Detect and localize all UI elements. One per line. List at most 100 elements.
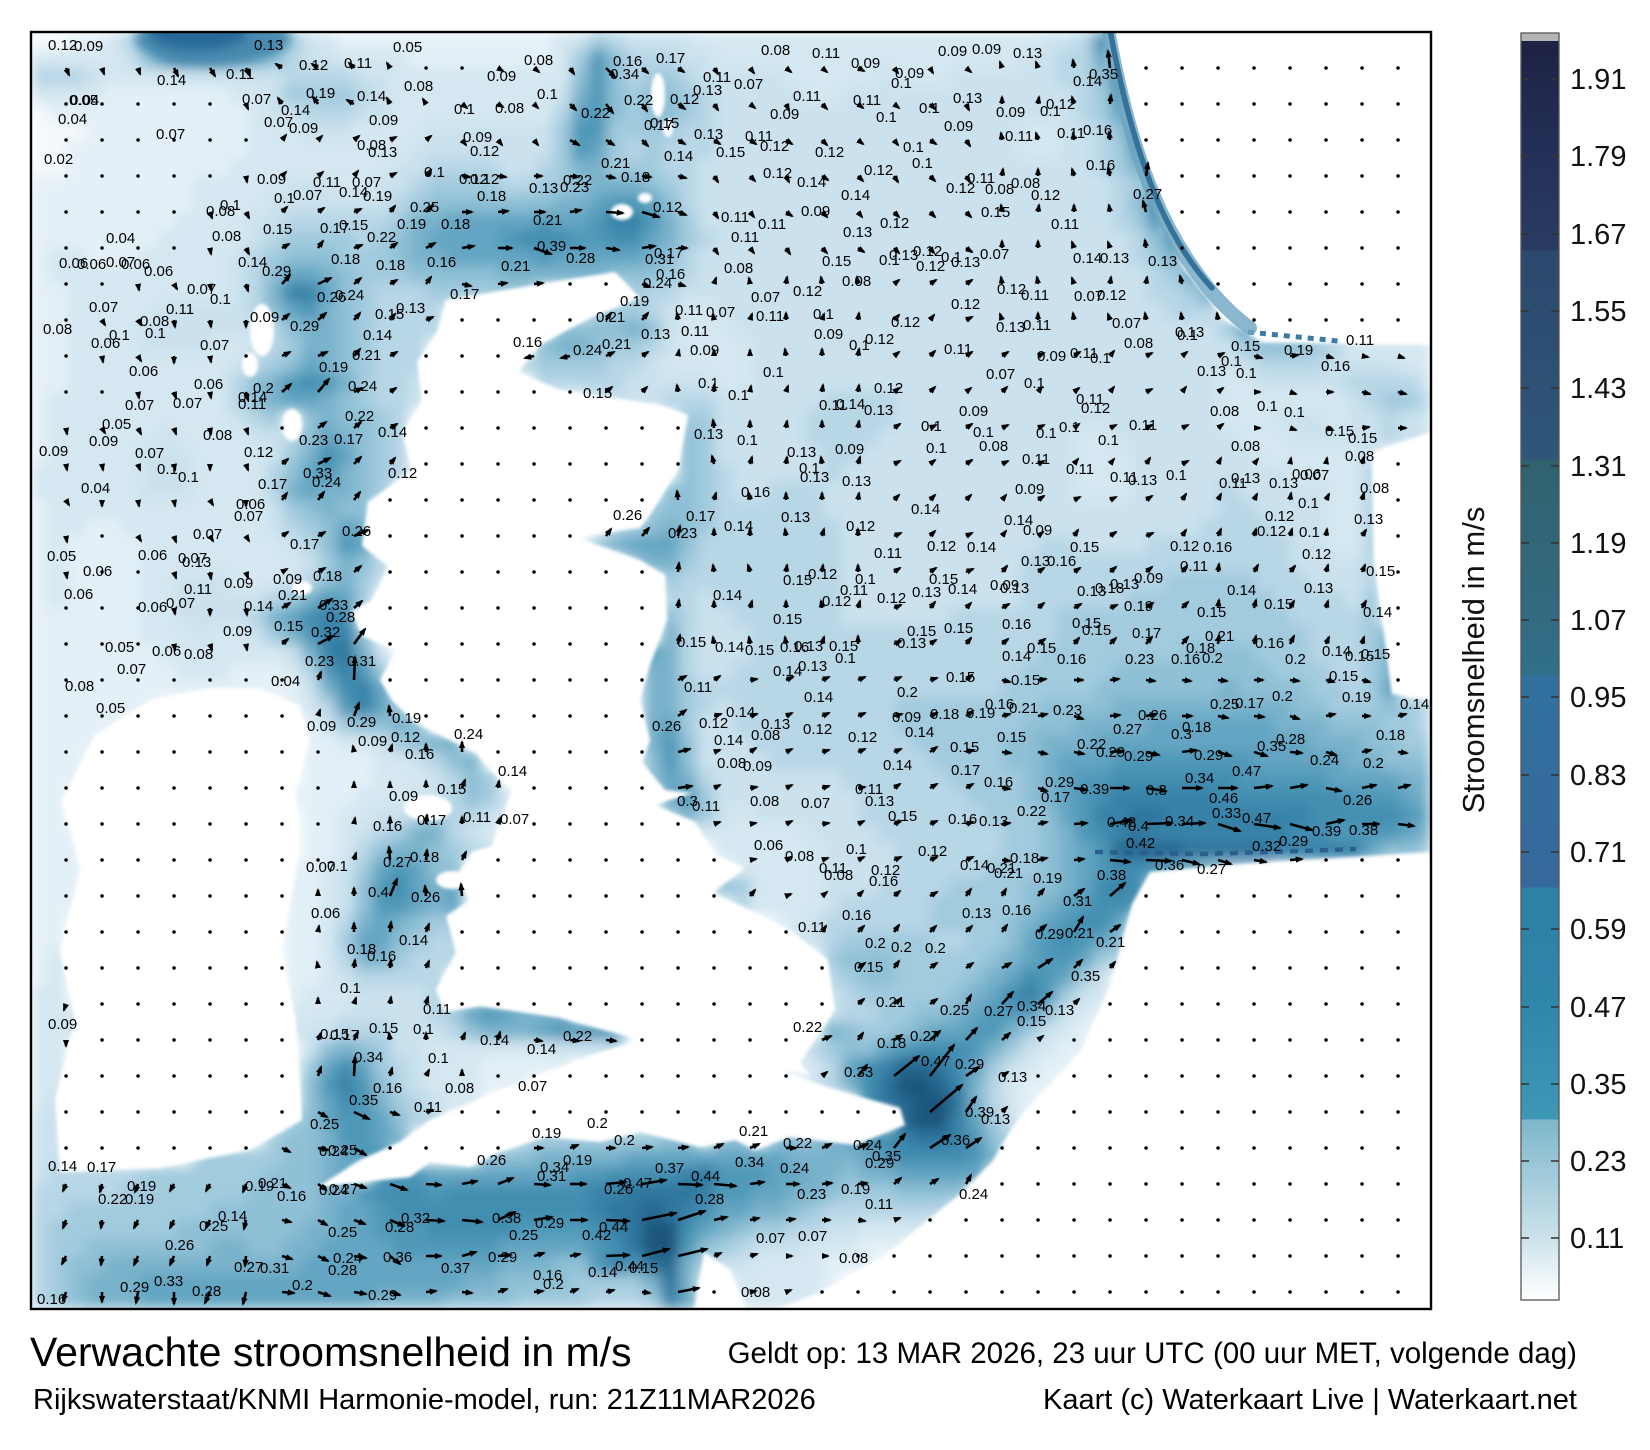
svg-text:0.18: 0.18 [441, 216, 470, 233]
svg-text:0.27: 0.27 [984, 1003, 1013, 1020]
svg-text:0.12: 0.12 [699, 715, 728, 732]
svg-text:0.16: 0.16 [277, 1188, 306, 1205]
svg-text:0.2: 0.2 [1272, 688, 1293, 705]
svg-text:0.11: 0.11 [819, 397, 847, 414]
svg-text:0.13: 0.13 [1128, 472, 1157, 489]
svg-text:0.08: 0.08 [445, 1080, 474, 1097]
svg-text:0.17: 0.17 [334, 431, 363, 448]
svg-text:0.1: 0.1 [846, 841, 867, 858]
svg-text:0.11: 0.11 [1051, 216, 1079, 233]
svg-text:0.07: 0.07 [89, 299, 118, 316]
svg-text:0.15: 0.15 [907, 623, 936, 640]
svg-text:0.3: 0.3 [1146, 782, 1167, 799]
svg-text:0.34: 0.34 [735, 1154, 764, 1171]
svg-text:0.09: 0.09 [938, 43, 967, 60]
svg-text:0.19: 0.19 [1033, 870, 1062, 887]
svg-text:0.13: 0.13 [1148, 253, 1177, 270]
svg-text:0.32: 0.32 [401, 1210, 430, 1227]
svg-text:0.11: 0.11 [853, 92, 881, 109]
svg-text:0.22: 0.22 [624, 92, 653, 109]
svg-text:0.07: 0.07 [173, 395, 202, 412]
svg-text:0.13: 0.13 [998, 1069, 1027, 1086]
svg-text:0.09: 0.09 [851, 55, 880, 72]
svg-text:0.18: 0.18 [930, 706, 959, 723]
svg-text:0.4: 0.4 [1128, 818, 1149, 835]
svg-text:0.33: 0.33 [844, 1064, 873, 1081]
svg-text:0.08: 0.08 [750, 793, 779, 810]
svg-text:0.18: 0.18 [1095, 580, 1124, 597]
svg-text:0.15: 0.15 [950, 739, 979, 756]
svg-text:0.15: 0.15 [745, 642, 774, 659]
svg-text:0.1: 0.1 [919, 100, 940, 117]
svg-text:0.26: 0.26 [1138, 707, 1167, 724]
svg-text:0.11: 0.11 [1076, 391, 1104, 408]
svg-text:0.1: 0.1 [1024, 375, 1045, 392]
svg-text:0.24: 0.24 [335, 287, 364, 304]
svg-text:0.07: 0.07 [798, 1228, 827, 1245]
svg-text:0.12: 0.12 [48, 37, 77, 54]
svg-text:0.17: 0.17 [644, 117, 673, 134]
svg-text:1.31: 1.31 [1570, 451, 1626, 483]
svg-text:0.12: 0.12 [470, 171, 499, 188]
svg-text:0.14: 0.14 [480, 1032, 509, 1049]
svg-text:0.32: 0.32 [311, 624, 340, 641]
svg-text:0.09: 0.09 [74, 38, 103, 55]
svg-text:0.29: 0.29 [865, 1155, 894, 1172]
svg-text:0.1: 0.1 [1098, 432, 1119, 449]
svg-text:0.28: 0.28 [566, 250, 595, 267]
svg-text:0.06: 0.06 [83, 563, 112, 580]
svg-text:0.14: 0.14 [281, 102, 310, 119]
svg-text:0.09: 0.09 [487, 68, 516, 85]
svg-text:0.29: 0.29 [1045, 774, 1074, 791]
svg-text:0.09: 0.09 [1023, 522, 1052, 539]
svg-text:0.02: 0.02 [44, 151, 73, 168]
svg-text:0.08: 0.08 [357, 137, 386, 154]
svg-text:0.28: 0.28 [328, 1262, 357, 1279]
svg-text:0.14: 0.14 [1363, 604, 1392, 621]
svg-text:0.2: 0.2 [1202, 650, 1223, 667]
svg-text:0.08: 0.08 [404, 78, 433, 95]
svg-text:0.2: 0.2 [891, 939, 912, 956]
svg-text:0.12: 0.12 [997, 281, 1026, 298]
svg-text:0.18: 0.18 [877, 1035, 906, 1052]
svg-text:0.15: 0.15 [944, 620, 973, 637]
svg-text:0.1: 0.1 [1236, 365, 1257, 382]
svg-text:0.1: 0.1 [941, 249, 962, 266]
svg-text:0.28: 0.28 [1276, 731, 1305, 748]
svg-text:0.29: 0.29 [488, 1249, 517, 1266]
svg-text:Rijkswaterstaat/KNMI Harmonie-: Rijkswaterstaat/KNMI Harmonie-model, run… [33, 1384, 816, 1416]
svg-text:0.16: 0.16 [613, 53, 642, 70]
svg-text:0.15: 0.15 [369, 1020, 398, 1037]
svg-text:0.1: 0.1 [537, 86, 558, 103]
svg-text:0.12: 0.12 [803, 721, 832, 738]
svg-text:0.19: 0.19 [1124, 598, 1153, 615]
svg-text:0.16: 0.16 [1255, 635, 1284, 652]
svg-text:0.14: 0.14 [588, 1264, 617, 1281]
svg-text:0.08: 0.08 [717, 755, 746, 772]
svg-text:1.43: 1.43 [1570, 373, 1626, 405]
svg-text:1.19: 1.19 [1570, 528, 1626, 560]
svg-text:0.29: 0.29 [1194, 747, 1223, 764]
svg-text:0.08: 0.08 [1011, 175, 1040, 192]
svg-text:0.16: 0.16 [513, 334, 542, 351]
svg-text:0.14: 0.14 [905, 724, 934, 741]
svg-text:0.13: 0.13 [953, 90, 982, 107]
svg-text:0.09: 0.09 [39, 443, 68, 460]
svg-text:0.09: 0.09 [307, 718, 336, 735]
svg-text:0.06: 0.06 [59, 255, 88, 272]
svg-text:0.11: 0.11 [944, 341, 972, 358]
svg-text:0.15: 0.15 [1264, 596, 1293, 613]
svg-text:0.17: 0.17 [1235, 695, 1264, 712]
svg-text:0.13: 0.13 [962, 905, 991, 922]
svg-text:0.12: 0.12 [877, 590, 906, 607]
svg-text:0.27: 0.27 [234, 1259, 263, 1276]
svg-text:0.17: 0.17 [1132, 625, 1161, 642]
svg-text:1.55: 1.55 [1570, 296, 1626, 328]
svg-text:0.08: 0.08 [979, 438, 1008, 455]
svg-text:0.18: 0.18 [1376, 727, 1405, 744]
svg-text:0.26: 0.26 [165, 1237, 194, 1254]
svg-text:0.14: 0.14 [218, 1208, 247, 1225]
svg-text:0.1: 0.1 [1036, 425, 1057, 442]
svg-text:0.12: 0.12 [874, 380, 903, 397]
svg-text:0.07: 0.07 [751, 289, 780, 306]
